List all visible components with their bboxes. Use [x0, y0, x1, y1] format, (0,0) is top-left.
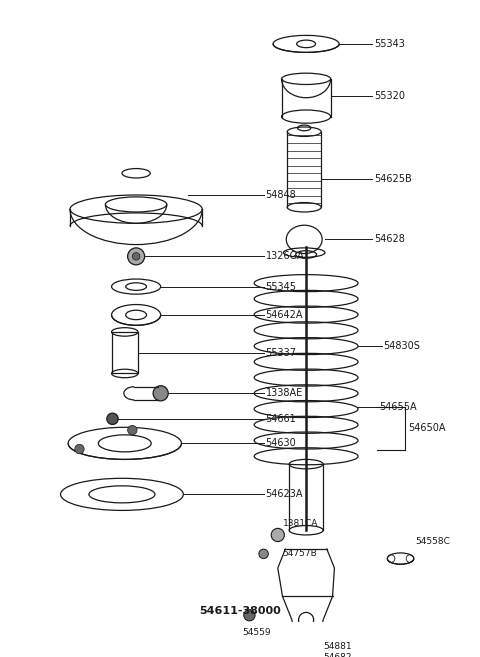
- Text: 54625B: 54625B: [374, 174, 412, 184]
- Text: 54661: 54661: [265, 414, 296, 424]
- Text: 54757B: 54757B: [283, 549, 317, 558]
- Circle shape: [75, 444, 84, 454]
- Text: 55343: 55343: [374, 39, 405, 49]
- Circle shape: [244, 610, 255, 621]
- Text: 54655A: 54655A: [379, 403, 417, 413]
- Text: 54830S: 54830S: [384, 341, 420, 351]
- Text: 1381CA: 1381CA: [283, 519, 318, 528]
- Text: 54848: 54848: [265, 190, 296, 200]
- Text: 55345: 55345: [265, 282, 297, 292]
- Circle shape: [132, 252, 140, 260]
- Circle shape: [107, 413, 118, 424]
- Text: 54628: 54628: [374, 235, 405, 244]
- Circle shape: [128, 248, 144, 265]
- Text: 55320: 55320: [374, 91, 405, 101]
- Text: 1326GA: 1326GA: [265, 252, 304, 261]
- Text: 54611-38000: 54611-38000: [199, 606, 281, 616]
- Circle shape: [153, 386, 168, 401]
- Circle shape: [259, 549, 268, 558]
- Text: 54558C: 54558C: [416, 537, 451, 546]
- Circle shape: [271, 528, 284, 541]
- Text: 54559: 54559: [242, 627, 271, 637]
- Bar: [111, 332, 138, 373]
- Circle shape: [128, 426, 137, 435]
- Text: 54650A: 54650A: [408, 423, 445, 433]
- Text: 54642A: 54642A: [265, 310, 303, 320]
- Text: 54881: 54881: [323, 642, 352, 651]
- Text: 1338AE: 1338AE: [265, 388, 303, 398]
- Text: 54682: 54682: [323, 653, 352, 657]
- Text: 54623A: 54623A: [265, 489, 303, 499]
- Text: 54630: 54630: [265, 438, 296, 448]
- Text: 55337: 55337: [265, 348, 297, 357]
